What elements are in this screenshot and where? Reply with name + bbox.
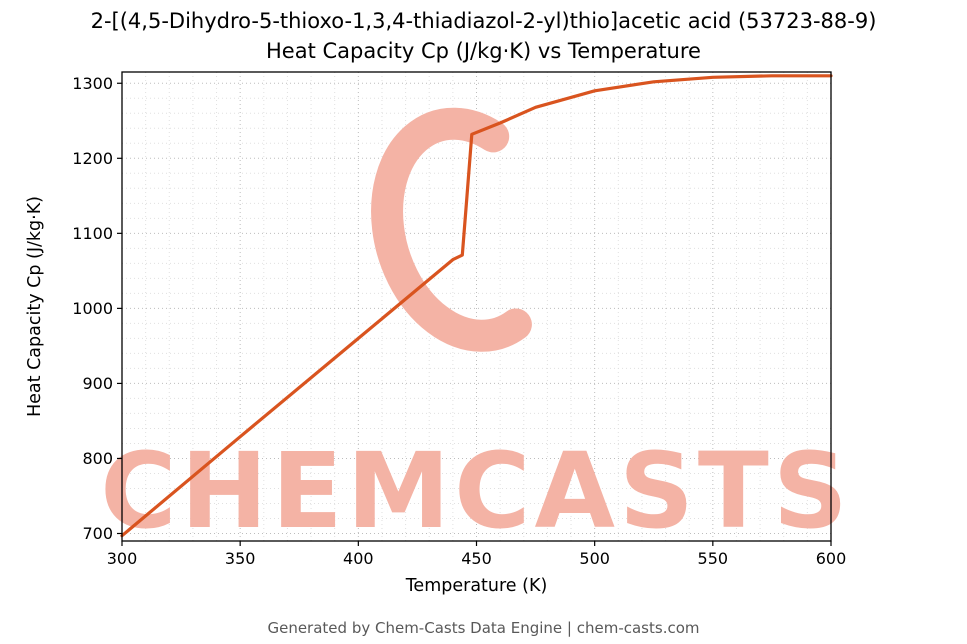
axes-layer: 300 350 400 450 500 550 600 700 800 900 1000 1100 12… [25, 71, 847, 596]
x-tick-label: 450 [461, 549, 492, 568]
y-tick-label: 900 [82, 374, 113, 393]
x-tick-label: 400 [343, 549, 374, 568]
chart-title-line1: 2-[(4,5-Dihydro-5-thioxo-1,3,4-thiadiazo… [90, 9, 877, 33]
x-axis-label: Temperature (K) [405, 576, 548, 596]
y-tick-label: 1200 [72, 149, 113, 168]
chart-title-line2: Heat Capacity Cp (J/kg·K) vs Temperature [266, 39, 701, 64]
x-tick-label: 550 [698, 549, 729, 568]
y-tick-label: 1100 [72, 224, 113, 243]
x-tick-label: 300 [107, 549, 138, 568]
y-tick-label: 800 [82, 449, 113, 468]
x-tick-label: 500 [579, 549, 610, 568]
footer-credit: Generated by Chem-Casts Data Engine | ch… [267, 619, 700, 637]
watermark-layer: CHEMCASTS [100, 107, 851, 552]
series-layer [120, 74, 833, 538]
chart-title: 2-[(4,5-Dihydro-5-thioxo-1,3,4-thiadiazo… [0, 6, 967, 67]
x-tick-label: 600 [816, 549, 847, 568]
y-tick-label: 1000 [72, 299, 113, 318]
y-tick-label: 700 [82, 524, 113, 543]
chemcasts-logo-watermark-icon [371, 107, 532, 352]
x-tick-label: 350 [225, 549, 256, 568]
watermark-text: CHEMCASTS [100, 430, 851, 552]
series-line [120, 74, 833, 538]
y-tick-label: 1300 [72, 74, 113, 93]
y-axis-label: Heat Capacity Cp (J/kg·K) [25, 196, 45, 417]
